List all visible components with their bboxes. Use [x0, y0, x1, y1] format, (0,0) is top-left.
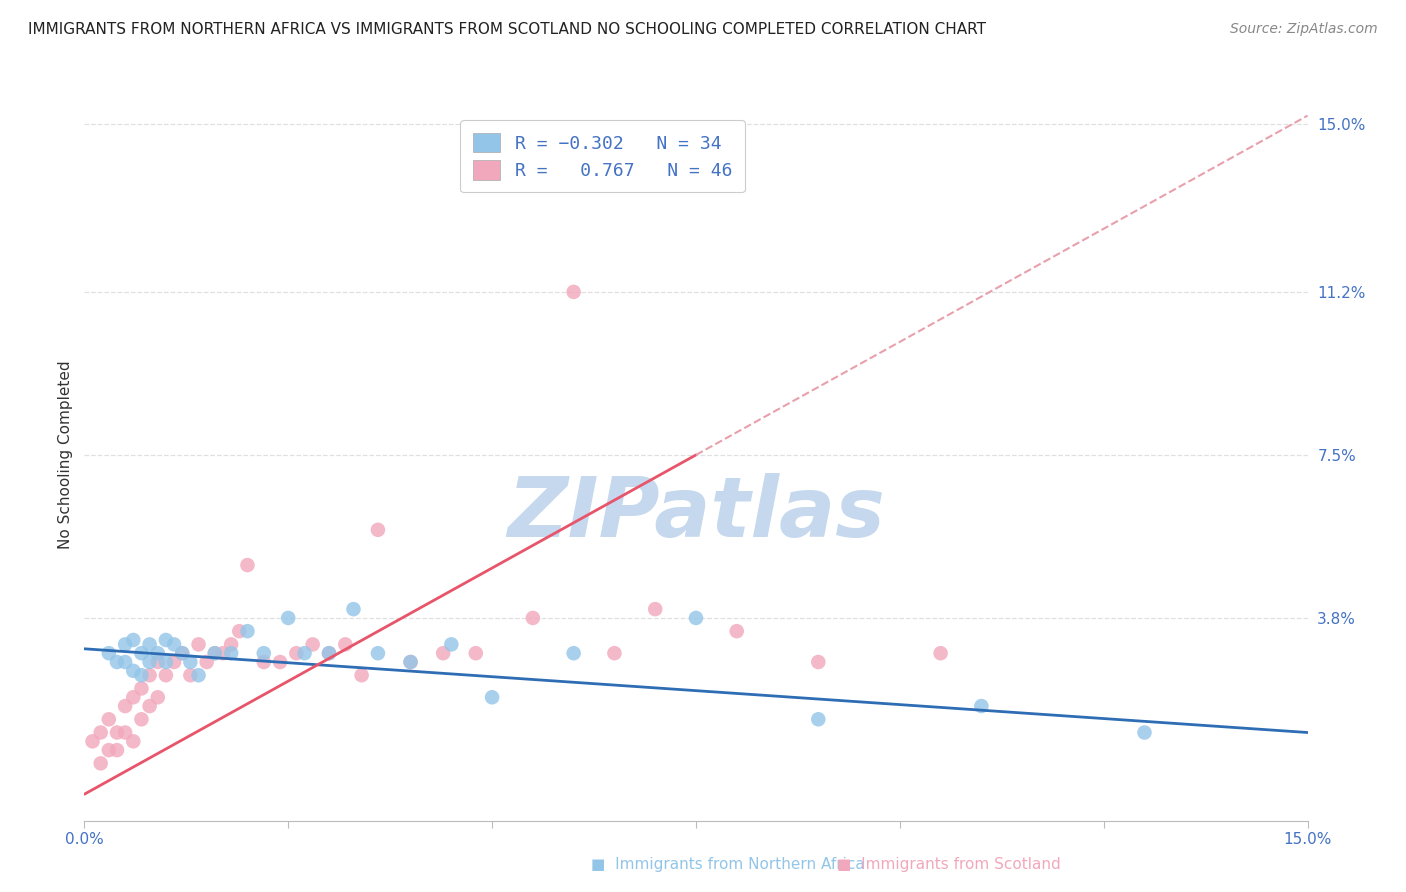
- Point: [929, 646, 952, 660]
- Point: [131, 712, 153, 726]
- Point: [725, 624, 748, 639]
- Point: [82, 734, 104, 748]
- Point: [179, 655, 201, 669]
- Point: [253, 655, 276, 669]
- Point: [195, 655, 218, 669]
- Point: [105, 743, 128, 757]
- Point: [114, 637, 136, 651]
- Point: [122, 664, 145, 678]
- Point: [399, 655, 422, 669]
- Point: [146, 690, 169, 705]
- Point: [155, 655, 177, 669]
- Point: [138, 699, 160, 714]
- Point: [146, 655, 169, 669]
- Point: [122, 734, 145, 748]
- Point: [131, 681, 153, 696]
- Point: [155, 632, 177, 647]
- Text: ■  Immigrants from Northern Africa: ■ Immigrants from Northern Africa: [591, 857, 865, 872]
- Point: [219, 637, 242, 651]
- Point: [228, 624, 250, 639]
- Point: [970, 699, 993, 714]
- Point: [90, 756, 112, 771]
- Point: [172, 646, 194, 660]
- Point: [114, 725, 136, 739]
- Point: [236, 558, 259, 572]
- Point: [187, 668, 209, 682]
- Point: [335, 637, 357, 651]
- Point: [562, 646, 585, 660]
- Y-axis label: No Schooling Completed: No Schooling Completed: [58, 360, 73, 549]
- Point: [114, 699, 136, 714]
- Point: [146, 646, 169, 660]
- Point: [179, 668, 201, 682]
- Text: ZIPatlas: ZIPatlas: [508, 473, 884, 554]
- Point: [212, 646, 235, 660]
- Point: [603, 646, 626, 660]
- Point: [163, 655, 186, 669]
- Legend: R = −0.302   N = 34, R =   0.767   N = 46: R = −0.302 N = 34, R = 0.767 N = 46: [460, 120, 745, 193]
- Point: [105, 655, 128, 669]
- Point: [399, 655, 422, 669]
- Point: [807, 655, 830, 669]
- Point: [522, 611, 544, 625]
- Point: [172, 646, 194, 660]
- Point: [155, 668, 177, 682]
- Point: [1133, 725, 1156, 739]
- Point: [97, 712, 120, 726]
- Text: IMMIGRANTS FROM NORTHERN AFRICA VS IMMIGRANTS FROM SCOTLAND NO SCHOOLING COMPLET: IMMIGRANTS FROM NORTHERN AFRICA VS IMMIG…: [28, 22, 986, 37]
- Point: [318, 646, 340, 660]
- Point: [138, 655, 160, 669]
- Point: [269, 655, 291, 669]
- Point: [97, 743, 120, 757]
- Point: [219, 646, 242, 660]
- Point: [301, 637, 323, 651]
- Point: [440, 637, 463, 651]
- Text: Source: ZipAtlas.com: Source: ZipAtlas.com: [1230, 22, 1378, 37]
- Point: [318, 646, 340, 660]
- Point: [204, 646, 226, 660]
- Point: [236, 624, 259, 639]
- Point: [138, 637, 160, 651]
- Point: [253, 646, 276, 660]
- Point: [90, 725, 112, 739]
- Point: [97, 646, 120, 660]
- Point: [464, 646, 486, 660]
- Point: [163, 637, 186, 651]
- Point: [114, 655, 136, 669]
- Point: [285, 646, 308, 660]
- Point: [807, 712, 830, 726]
- Point: [131, 646, 153, 660]
- Point: [122, 690, 145, 705]
- Point: [432, 646, 454, 660]
- Point: [685, 611, 707, 625]
- Point: [122, 632, 145, 647]
- Point: [367, 523, 389, 537]
- Point: [342, 602, 364, 616]
- Point: [294, 646, 316, 660]
- Point: [131, 668, 153, 682]
- Point: [277, 611, 299, 625]
- Point: [644, 602, 666, 616]
- Point: [204, 646, 226, 660]
- Point: [350, 668, 373, 682]
- Text: ■  Immigrants from Scotland: ■ Immigrants from Scotland: [837, 857, 1060, 872]
- Point: [367, 646, 389, 660]
- Point: [481, 690, 503, 705]
- Point: [187, 637, 209, 651]
- Point: [138, 668, 160, 682]
- Point: [562, 285, 585, 299]
- Point: [105, 725, 128, 739]
